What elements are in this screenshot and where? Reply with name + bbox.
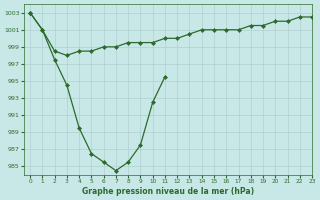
X-axis label: Graphe pression niveau de la mer (hPa): Graphe pression niveau de la mer (hPa) bbox=[82, 187, 254, 196]
